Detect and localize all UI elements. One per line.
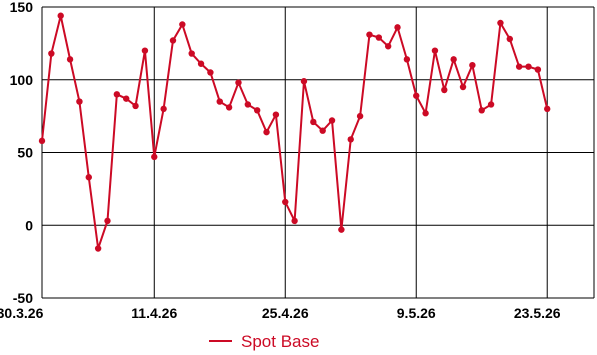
data-point [188,50,195,57]
legend: Spot Base [209,332,319,351]
data-point [216,98,223,105]
data-point [450,56,457,63]
data-point [291,217,298,225]
data-point [384,43,392,50]
data-point [197,60,205,67]
data-point [57,12,64,19]
data-point [366,31,373,38]
data-point [413,92,420,99]
data-point [356,112,364,120]
data-point [85,174,92,181]
data-point [263,128,270,136]
data-point [132,102,139,110]
data-point [113,91,121,98]
data-point [338,226,345,233]
data-point [38,137,46,145]
data-point [94,245,102,252]
data-point [431,47,439,54]
data-point [459,83,467,91]
data-point [225,104,233,111]
x-tick-label: 23.5.26 [514,305,561,321]
y-tick-label: 100 [10,72,34,88]
x-tick-label: 11.4.26 [131,305,177,321]
data-point [469,61,476,69]
data-point [253,107,261,114]
data-point [319,127,326,134]
data-point [282,198,289,206]
data-point [328,117,336,124]
data-point [141,47,149,54]
data-point [403,56,411,63]
data-point [534,66,542,73]
data-point [310,118,317,126]
data-point [441,86,448,94]
series-line [41,15,549,249]
data-point [487,101,495,108]
data-point [151,153,158,161]
data-point [300,78,308,85]
data-point [525,63,532,70]
x-tick-label: 30.3.26 [0,305,44,321]
data-point [66,56,74,63]
y-tick-label: -50 [13,290,33,306]
data-point [244,101,252,108]
data-point [422,110,429,117]
y-tick-label: 50 [17,145,33,161]
x-axis-ticks: 30.3.26 11.4.26 25.4.26 9.5.26 23.5.26 [0,305,561,321]
data-point [272,111,280,118]
series-spot-base [38,12,551,252]
data-point [497,19,504,27]
data-point [160,105,167,113]
data-point [207,69,214,76]
data-point [48,50,55,57]
data-point [478,107,485,114]
data-point [544,105,551,113]
data-point [506,35,513,43]
y-tick-label: 150 [10,0,34,15]
data-point [347,136,354,143]
y-axis-ticks: -50 0 50 100 150 [10,0,34,306]
data-point [169,37,177,44]
data-point [375,34,383,41]
data-point [76,98,83,105]
x-tick-label: 25.4.26 [262,305,309,321]
data-point [235,79,242,86]
legend-label: Spot Base [241,332,319,351]
data-point [515,63,523,70]
x-tick-label: 9.5.26 [397,305,436,321]
data-point [394,24,401,31]
data-point [123,95,130,102]
y-tick-label: 0 [25,217,33,233]
data-point [104,217,111,225]
data-point [179,21,186,28]
grid [41,6,595,299]
